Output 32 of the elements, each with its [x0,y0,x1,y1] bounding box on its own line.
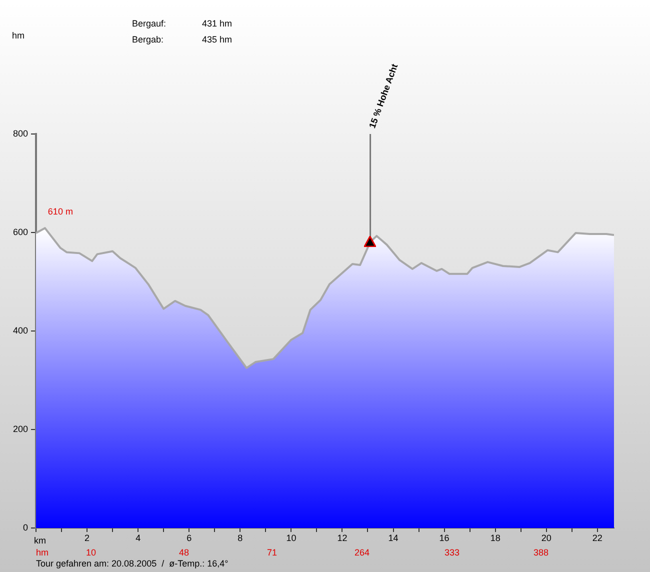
x-tick-label: 12 [337,532,348,543]
x-tick-label: 2 [84,532,90,543]
text: 388 [533,547,549,558]
text: Bergauf: [132,18,166,28]
x-tick-label: 8 [238,532,243,543]
x-tick-label: 4 [136,532,141,543]
annotation: 610 m [48,206,73,217]
y-tick-label: 800 [12,128,28,138]
text: hm [36,547,49,558]
text: Bergab: [132,34,164,44]
text: 333 [444,547,460,558]
annotation: 15 % Hohe Acht [367,62,400,130]
text: 264 [354,547,370,558]
x-tick-label: 18 [490,532,500,543]
text: 10 [86,547,96,558]
x-tick-label: 14 [388,532,398,543]
x-tick-label: 20 [541,532,552,543]
y-tick-label: 400 [12,325,28,336]
y-tick-label: 200 [12,424,28,434]
x-tick-label: 16 [439,532,450,543]
x-tick-label: 22 [592,532,602,543]
text: hm [12,30,25,40]
text: 48 [178,547,190,558]
y-tick-label: 0 [22,522,28,532]
text: 71 [266,547,278,558]
x-axis-title: km [34,535,46,546]
text: 435 hm [202,34,232,44]
text: Tour gefahren am: 20.08.2005 / ø-Temp.: 16,4° [36,558,229,568]
x-tick-label: 6 [186,532,192,543]
x-tick-label: 10 [286,532,296,543]
text: 431 hm [202,18,232,28]
y-tick-label: 600 [12,226,28,237]
